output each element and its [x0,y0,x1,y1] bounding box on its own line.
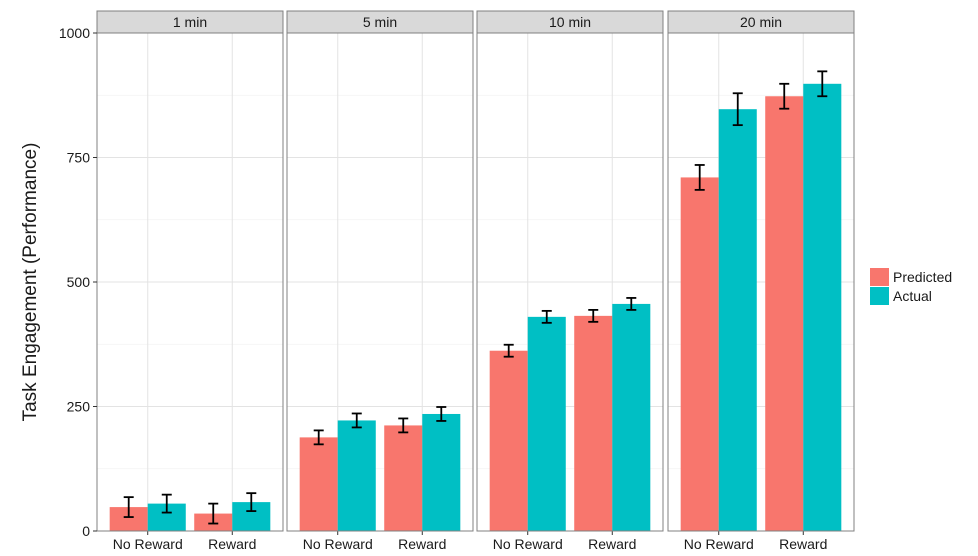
x-tick-label: Reward [588,536,636,552]
bar-predicted [109,507,148,531]
facet-label: 5 min [363,14,397,30]
error-bar [694,164,705,191]
y-axis-title: Task Engagement (Performance) [20,143,41,422]
error-bar [313,429,324,446]
y-tick-label: 500 [67,274,91,290]
bar-predicted [384,425,423,531]
error-bar [588,308,599,323]
legend-label-actual: Actual [893,288,932,304]
x-tick-label: No Reward [493,536,563,552]
error-bar [398,417,409,434]
y-tick-label: 1000 [59,25,90,41]
bar-predicted [680,177,719,532]
y-tick-label: 250 [67,399,91,415]
x-tick-label: No Reward [113,536,183,552]
bar-actual [527,316,566,531]
error-bar [161,493,172,514]
bar-predicted [574,315,613,531]
legend: Predicted Actual [870,268,952,305]
error-bar [351,412,362,429]
facet-panels: 1 min No Reward Reward 5 min No Reward Reward… [96,10,855,552]
x-tick-label: No Reward [684,536,754,552]
bar-actual [803,83,842,532]
facet-label: 1 min [173,14,207,30]
legend-label-predicted: Predicted [893,269,952,285]
y-tick-label: 750 [67,150,91,166]
bar-predicted [489,350,528,531]
bar-actual [422,413,461,531]
bar-actual [337,420,376,531]
error-bar [626,297,637,311]
error-bar [246,492,257,512]
y-axis: 0 250 500 750 1000 [59,25,97,539]
bar-predicted [765,96,804,531]
facet-label: 20 min [740,14,782,30]
panel-border [667,32,855,532]
legend-swatch-actual [870,287,889,305]
bar-actual [718,109,757,531]
error-bar [732,92,743,127]
panel-border [286,32,474,532]
x-tick-label: Reward [779,536,827,552]
x-tick-label: Reward [398,536,446,552]
error-bar [503,343,514,358]
error-bar [123,496,134,518]
bar-actual [612,303,651,531]
facet-panel: 20 min No Reward Reward [667,10,855,552]
error-bar [541,309,552,324]
error-bar [817,70,828,98]
bar-predicted [299,437,338,531]
facet-panel: 10 min No Reward Reward [476,10,664,552]
error-bar [208,502,219,525]
x-tick-label: Reward [208,536,256,552]
error-bar [779,82,790,110]
y-tick-label: 0 [82,523,90,539]
error-bar [436,406,447,422]
facet-panel: 1 min No Reward Reward [96,10,284,552]
legend-swatch-predicted [870,268,889,286]
facet-panel: 5 min No Reward Reward [286,10,474,552]
facet-label: 10 min [549,14,591,30]
panel-border [476,32,664,532]
x-tick-label: No Reward [303,536,373,552]
